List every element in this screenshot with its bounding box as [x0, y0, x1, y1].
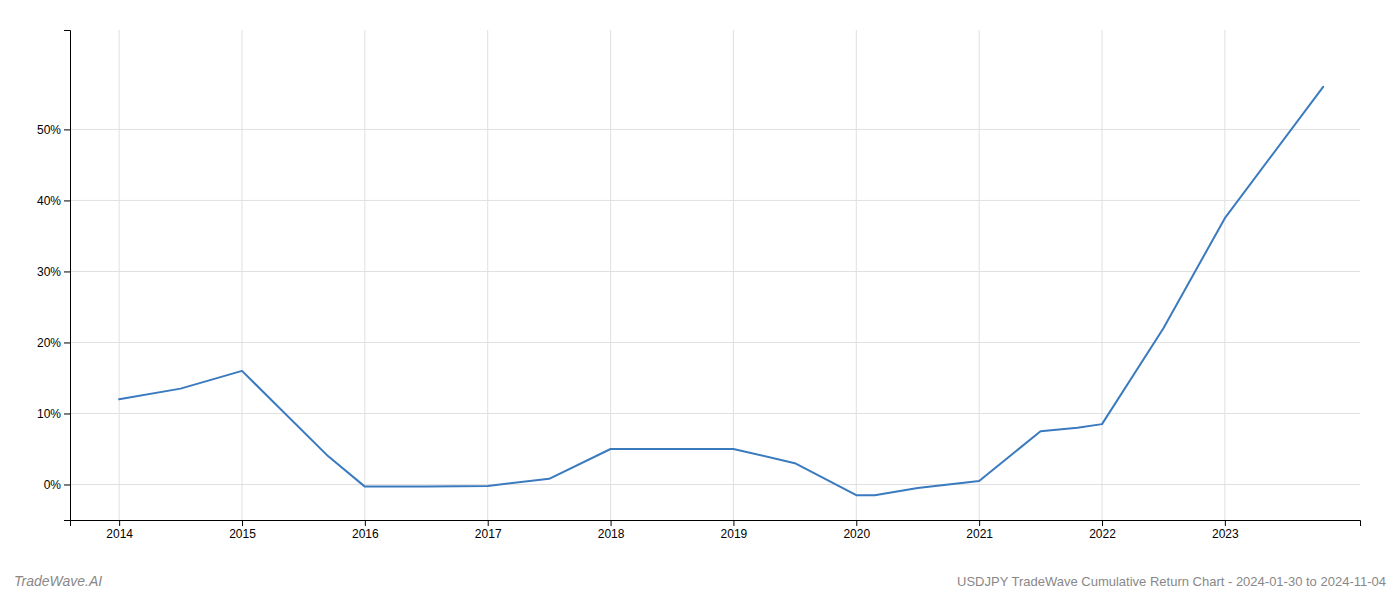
y-tick-label: 10% — [37, 407, 61, 421]
x-grid-line — [1224, 30, 1225, 520]
y-tick-label: 40% — [37, 194, 61, 208]
x-tick-mark — [488, 520, 489, 526]
y-tick-mark — [64, 271, 70, 272]
x-tick: 2021 — [966, 520, 993, 541]
y-grid-line — [70, 342, 1360, 343]
x-tick-label: 2018 — [598, 527, 625, 541]
y-tick: 20% — [37, 336, 70, 350]
x-grid-line — [119, 30, 120, 520]
y-tick-label: 0% — [44, 478, 62, 492]
x-tick-label: 2014 — [106, 527, 133, 541]
x-tick: 2015 — [229, 520, 256, 541]
x-tick-mark — [733, 520, 734, 526]
y-tick: 10% — [37, 407, 70, 421]
x-tick: 2014 — [106, 520, 133, 541]
x-tick-label: 2016 — [352, 527, 379, 541]
x-tick: 2020 — [843, 520, 870, 541]
line — [119, 87, 1323, 495]
watermark: TradeWave.AI — [14, 573, 102, 589]
x-axis: 2014 2015 2016 2017 2018 2019 2020 2021 2022 2023 — [71, 520, 1361, 541]
x-grid-line — [856, 30, 857, 520]
x-grid-line — [733, 30, 734, 520]
x-tick-mark — [365, 520, 366, 526]
x-tick: 2023 — [1212, 520, 1239, 541]
y-grid-line — [70, 484, 1360, 485]
y-tick-mark — [64, 342, 70, 343]
x-grid-line — [364, 30, 365, 520]
x-tick-label: 2021 — [966, 527, 993, 541]
y-grid-line — [70, 271, 1360, 272]
x-tick-label: 2020 — [843, 527, 870, 541]
x-grid-line — [979, 30, 980, 520]
y-grid-line — [70, 129, 1360, 130]
y-tick: 50% — [37, 123, 70, 137]
x-axis-line — [71, 521, 1361, 527]
x-tick: 2017 — [475, 520, 502, 541]
x-tick-mark — [1102, 520, 1103, 526]
y-tick-mark — [64, 200, 70, 201]
y-tick: 30% — [37, 265, 70, 279]
x-tick-label: 2019 — [721, 527, 748, 541]
title: USDJPY TradeWave Cumulative Return Chart… — [957, 574, 1386, 589]
x-tick-mark — [242, 520, 243, 526]
x-tick-label: 2022 — [1089, 527, 1116, 541]
x-tick: 2016 — [352, 520, 379, 541]
y-tick-label: 20% — [37, 336, 61, 350]
x-tick-mark — [856, 520, 857, 526]
x-tick-mark — [1225, 520, 1226, 526]
y-grid-line — [70, 413, 1360, 414]
x-grid-line — [1102, 30, 1103, 520]
x-tick-label: 2023 — [1212, 527, 1239, 541]
x-tick: 2019 — [721, 520, 748, 541]
plot-area — [119, 87, 1323, 495]
x-tick-label: 2015 — [229, 527, 256, 541]
x-grid-line — [487, 30, 488, 520]
x-tick: 2022 — [1089, 520, 1116, 541]
y-tick-mark — [64, 129, 70, 130]
x-tick-mark — [979, 520, 980, 526]
y-tick-mark — [64, 413, 70, 414]
x-tick-label: 2017 — [475, 527, 502, 541]
x-grid-line — [242, 30, 243, 520]
y-axis-line — [64, 31, 71, 521]
x-tick: 2018 — [598, 520, 625, 541]
y-tick: 40% — [37, 194, 70, 208]
x-grid-line — [610, 30, 611, 520]
x-tick-mark — [611, 520, 612, 526]
y-axis: 0% 10% 20% 30% 40% 50% — [37, 31, 71, 521]
chart: 2014 2015 2016 2017 2018 2019 2020 2021 2022 2023… — [0, 0, 1400, 600]
y-grid-line — [70, 200, 1360, 201]
grid — [70, 30, 1360, 520]
y-tick-mark — [64, 484, 70, 485]
y-tick-label: 30% — [37, 265, 61, 279]
y-tick-label: 50% — [37, 123, 61, 137]
x-tick-mark — [119, 520, 120, 526]
y-tick: 0% — [44, 478, 70, 492]
